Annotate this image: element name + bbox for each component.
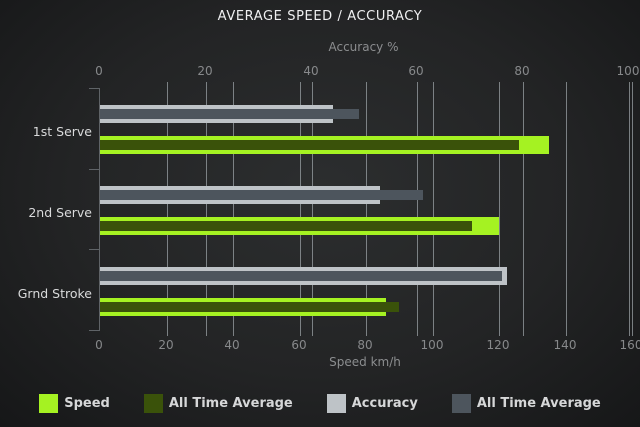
legend-item-speed: Speed xyxy=(39,394,110,413)
category-label: 2nd Serve xyxy=(28,205,92,220)
accuracy-swatch-icon xyxy=(326,394,346,413)
legend-label: All Time Average xyxy=(476,396,601,411)
tick-label: 120 xyxy=(486,338,510,352)
axis-tick xyxy=(89,88,100,89)
axis-tick xyxy=(89,249,100,250)
category-label: 1st Serve xyxy=(32,124,92,139)
gridline xyxy=(499,82,500,336)
legend-label: All Time Average xyxy=(168,396,293,411)
gridline xyxy=(629,82,630,336)
tick-label: 100 xyxy=(420,338,444,352)
tick-label: 60 xyxy=(408,64,424,78)
gridline xyxy=(632,82,633,336)
tick-label: 80 xyxy=(514,64,530,78)
tick-label: 40 xyxy=(303,64,319,78)
plot-area xyxy=(89,82,633,336)
tick-label: 60 xyxy=(291,338,307,352)
legend-item-speed-all-time-average: All Time Average xyxy=(143,394,293,413)
tick-label: 0 xyxy=(95,338,103,352)
speed-swatch-icon xyxy=(39,394,59,413)
axis-tick xyxy=(89,330,100,331)
tick-label: 20 xyxy=(197,64,213,78)
category-label: Grnd Stroke xyxy=(17,286,92,301)
legend-label: Accuracy xyxy=(351,396,418,411)
legend-item-accuracy: Accuracy xyxy=(326,394,418,413)
chart-title: AVERAGE SPEED / ACCURACY xyxy=(217,9,423,24)
tick-label: 80 xyxy=(357,338,373,352)
accuracy-average-swatch-icon xyxy=(451,394,471,413)
bar-accuracy-average-grnd-stroke xyxy=(100,271,502,281)
tick-label: 20 xyxy=(158,338,174,352)
gridline xyxy=(167,82,168,336)
bar-speed-average-1st-serve xyxy=(100,140,519,150)
bar-speed-average-grnd-stroke xyxy=(100,302,399,312)
tick-label: 140 xyxy=(553,338,577,352)
tick-label: 100 xyxy=(616,64,640,78)
gridline xyxy=(206,82,207,336)
chart-legend: Speed All Time Average Accuracy All Time… xyxy=(0,394,640,413)
gridline xyxy=(566,82,567,336)
axis-tick xyxy=(89,169,100,170)
speed-average-swatch-icon xyxy=(143,394,163,413)
bar-accuracy-average-2nd-serve xyxy=(100,190,423,200)
tick-label: 160 xyxy=(619,338,640,352)
top-axis-title: Accuracy % xyxy=(328,40,399,54)
tick-label: 0 xyxy=(95,64,103,78)
gridline xyxy=(523,82,524,336)
bottom-axis-title: Speed km/h xyxy=(329,355,401,369)
bar-accuracy-average-1st-serve xyxy=(100,109,359,119)
gridline xyxy=(366,82,367,336)
bar-speed-average-2nd-serve xyxy=(100,221,472,231)
gridline xyxy=(312,82,313,336)
gridline xyxy=(233,82,234,336)
legend-item-accuracy-all-time-average: All Time Average xyxy=(451,394,601,413)
gridline xyxy=(433,82,434,336)
gridline xyxy=(417,82,418,336)
gridline xyxy=(300,82,301,336)
tick-label: 40 xyxy=(224,338,240,352)
legend-label: Speed xyxy=(64,396,110,411)
